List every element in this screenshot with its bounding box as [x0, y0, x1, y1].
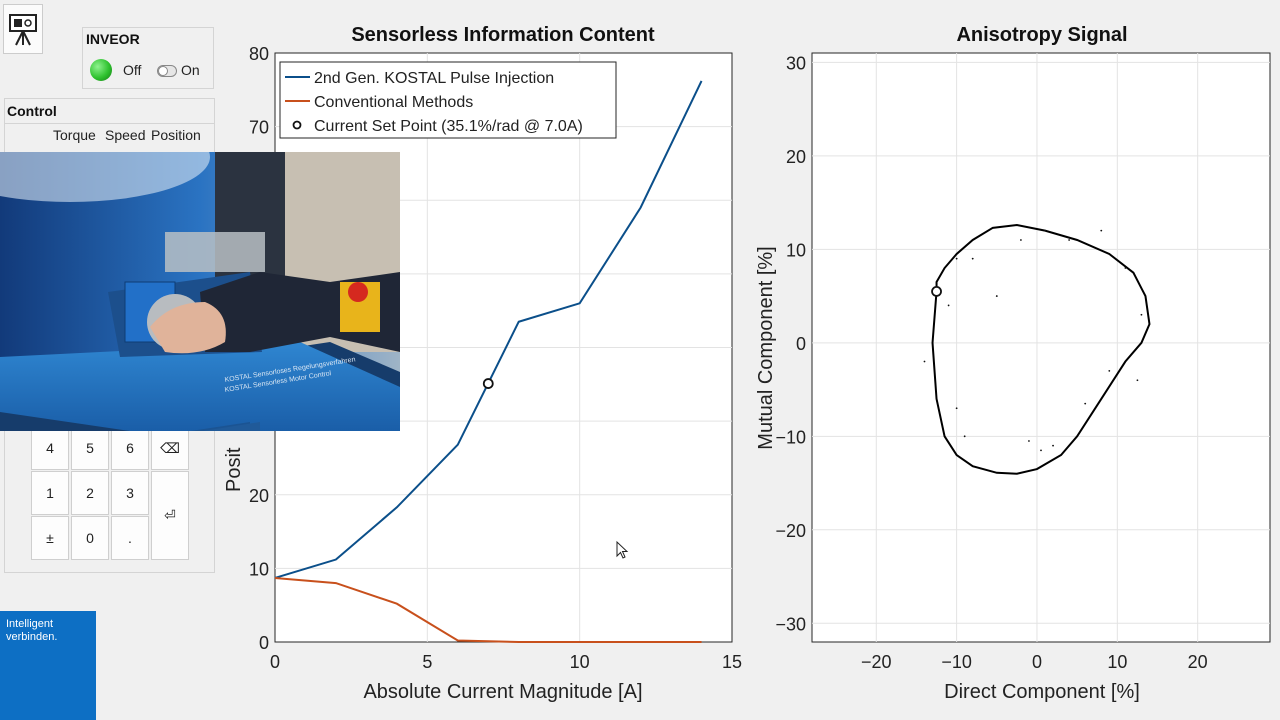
chart2-grid: [812, 53, 1270, 642]
anisotropy-point: [971, 257, 974, 260]
demo-photo-illustration: KOSTAL Sensorloses Regelungsverfahren KO…: [0, 152, 400, 431]
chart1-ylabel: Posit: [223, 447, 245, 492]
chart2-x-ticks: −20 −10 0 10 20: [861, 652, 1208, 672]
power-status-lamp: [90, 59, 112, 81]
app-toolbar-icon[interactable]: [3, 4, 43, 54]
on-label: On: [181, 62, 200, 78]
anisotropy-point: [1136, 379, 1139, 382]
off-label: Off: [123, 62, 142, 78]
anisotropy-curve: [931, 224, 1151, 475]
chart2-x-tick-label: −20: [861, 652, 892, 672]
chart2-x-tick-label: −10: [941, 652, 972, 672]
toggle-knob: [158, 66, 168, 76]
chart2-x-tick-label: 20: [1188, 652, 1208, 672]
anisotropy-point: [1052, 444, 1054, 447]
anisotropy-point: [955, 257, 958, 260]
tile-line1: Intelligent: [6, 618, 54, 630]
chart2-y-ticks: −30 −20 −10 0 10 20 30: [775, 53, 806, 634]
tile-line2: verbinden.: [6, 631, 58, 643]
legend-label-conventional: Conventional Methods: [314, 94, 473, 111]
chart1-y-tick-label: 70: [249, 118, 269, 138]
anisotropy-point: [1108, 369, 1111, 372]
chart2-y-tick-label: −30: [775, 614, 806, 634]
power-toggle-switch[interactable]: [157, 65, 177, 77]
chart1-y-ticks: 0 10 20 70 80: [249, 44, 269, 653]
anisotropy-point: [1084, 402, 1087, 405]
mode-position[interactable]: Position: [151, 127, 201, 143]
legend-label-pulse: 2nd Gen. KOSTAL Pulse Injection: [314, 70, 554, 87]
anisotropy-point: [1040, 449, 1042, 452]
chart2-title: Anisotropy Signal: [956, 24, 1127, 46]
mouse-cursor-icon: [616, 540, 629, 559]
chart2-y-tick-label: 30: [786, 53, 806, 73]
chart1-xlabel: Absolute Current Magnitude [A]: [363, 681, 642, 703]
key-enter[interactable]: ⏎: [151, 471, 189, 560]
intelligent-verbinden-tile[interactable]: Intelligent verbinden.: [0, 611, 96, 720]
legend-marker-setpoint: [292, 120, 302, 130]
inveor-title: INVEOR: [86, 31, 140, 47]
key-2[interactable]: 2: [71, 471, 109, 515]
control-title: Control: [7, 103, 57, 119]
inveor-panel: INVEOR Off On: [82, 27, 214, 89]
anisotropy-point: [1044, 229, 1046, 232]
key-decimal[interactable]: .: [111, 516, 149, 560]
mode-speed[interactable]: Speed: [105, 127, 146, 143]
mode-selector[interactable]: Torque Speed Position: [5, 123, 214, 146]
anisotropy-point: [947, 304, 950, 307]
chart2-y-tick-label: −10: [775, 427, 806, 447]
chart1-x-tick-label: 0: [270, 652, 280, 672]
chart1-title: Sensorless Information Content: [351, 24, 655, 46]
key-6[interactable]: 6: [111, 426, 149, 470]
chart1-legend: 2nd Gen. KOSTAL Pulse Injection Conventi…: [279, 61, 617, 139]
key-1[interactable]: 1: [31, 471, 69, 515]
chart2-x-tick-label: 0: [1032, 652, 1042, 672]
anisotropy-signal-chart: Anisotropy Signal −30 −20 −10 0 10 20 30 −20 −1…: [755, 24, 1271, 703]
chart2-y-tick-label: 10: [786, 240, 806, 260]
chart1-x-tick-label: 10: [570, 652, 590, 672]
key-3[interactable]: 3: [111, 471, 149, 515]
monitor-icon: [9, 14, 37, 46]
anisotropy-point: [955, 407, 958, 410]
chart1-x-ticks: 0 5 10 15: [270, 652, 742, 672]
anisotropy-point: [995, 295, 998, 297]
key-plus-minus[interactable]: ±: [31, 516, 69, 560]
chart1-x-tick-label: 5: [422, 652, 432, 672]
mode-torque[interactable]: Torque: [53, 127, 96, 143]
chart1-y-tick-label: 80: [249, 44, 269, 64]
anisotropy-point: [1028, 440, 1030, 442]
anisotropy-point: [1020, 239, 1022, 241]
anisotropy-point: [1100, 229, 1103, 232]
chart1-y-tick-label: 0: [259, 633, 269, 653]
key-4[interactable]: 4: [31, 426, 69, 470]
demo-photo-overlay: KOSTAL Sensorloses Regelungsverfahren KO…: [0, 152, 400, 431]
key-0[interactable]: 0: [71, 516, 109, 560]
chart2-plot-area: [811, 52, 1271, 643]
anisotropy-point: [923, 360, 926, 363]
anisotropy-point: [1124, 267, 1127, 269]
anisotropy-current-marker: [931, 286, 942, 297]
anisotropy-scatter-points: [923, 229, 1143, 452]
anisotropy-point: [1068, 239, 1071, 241]
chart1-y-tick-label: 10: [249, 559, 269, 579]
chart2-y-tick-label: 0: [796, 334, 806, 354]
legend-label-setpoint: Current Set Point (35.1%/rad @ 7.0A): [314, 118, 583, 135]
current-set-point-marker: [482, 378, 494, 389]
chart2-ylabel: Mutual Component [%]: [755, 246, 777, 449]
chart2-y-tick-label: −20: [775, 521, 806, 541]
chart1-x-tick-label: 15: [722, 652, 742, 672]
chart2-xlabel: Direct Component [%]: [944, 681, 1140, 703]
chart1-y-tick-label: 20: [249, 486, 269, 506]
conventional-methods-line: [274, 576, 702, 643]
anisotropy-point: [963, 435, 966, 438]
anisotropy-point: [1140, 313, 1143, 316]
chart2-y-tick-label: 20: [786, 147, 806, 167]
chart2-x-tick-label: 10: [1107, 652, 1127, 672]
